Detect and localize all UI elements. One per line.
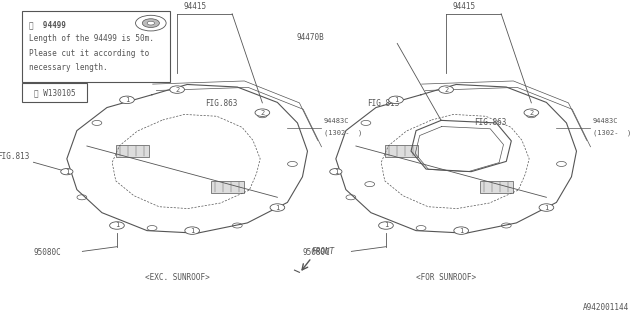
Text: FIG.813: FIG.813 — [0, 152, 29, 161]
FancyBboxPatch shape — [480, 181, 513, 193]
Circle shape — [255, 109, 269, 116]
Circle shape — [361, 120, 371, 125]
Circle shape — [61, 169, 73, 175]
FancyBboxPatch shape — [22, 11, 170, 82]
Circle shape — [527, 113, 536, 118]
FancyBboxPatch shape — [211, 181, 244, 193]
Text: 1: 1 — [544, 204, 548, 211]
FancyBboxPatch shape — [385, 145, 417, 157]
Circle shape — [539, 204, 554, 211]
Text: 2: 2 — [260, 110, 264, 116]
Circle shape — [172, 87, 182, 92]
Text: 1: 1 — [190, 228, 195, 234]
Text: 94483C: 94483C — [593, 118, 618, 124]
FancyBboxPatch shape — [115, 145, 148, 157]
Circle shape — [257, 113, 268, 118]
Text: ② W130105: ② W130105 — [34, 88, 76, 97]
Text: 94415: 94415 — [184, 2, 207, 11]
Text: 2: 2 — [529, 110, 534, 116]
Circle shape — [388, 96, 403, 104]
Text: <FOR SUNROOF>: <FOR SUNROOF> — [416, 273, 476, 282]
Text: 1: 1 — [65, 169, 69, 175]
Circle shape — [232, 223, 242, 228]
Text: FIG.863: FIG.863 — [474, 118, 506, 127]
Circle shape — [77, 195, 87, 200]
Text: (1302-  ): (1302- ) — [593, 130, 631, 136]
Text: 1: 1 — [125, 97, 129, 103]
Circle shape — [501, 223, 511, 228]
Text: FRONT: FRONT — [312, 247, 335, 256]
Text: FIG.813: FIG.813 — [367, 99, 399, 108]
Circle shape — [524, 109, 539, 116]
Text: 1: 1 — [394, 97, 398, 103]
FancyBboxPatch shape — [22, 83, 87, 102]
Text: 95080C: 95080C — [303, 247, 330, 257]
Circle shape — [346, 195, 356, 200]
Text: (1302-  ): (1302- ) — [324, 130, 362, 136]
Circle shape — [147, 21, 154, 25]
Circle shape — [416, 226, 426, 230]
Circle shape — [170, 86, 184, 93]
Text: 94483C: 94483C — [324, 118, 349, 124]
Circle shape — [0, 182, 2, 187]
Circle shape — [379, 222, 394, 229]
Text: 1: 1 — [459, 228, 463, 234]
Text: A942001144: A942001144 — [583, 303, 630, 312]
Circle shape — [441, 87, 451, 92]
Circle shape — [454, 227, 468, 234]
Text: Please cut it according to: Please cut it according to — [29, 49, 149, 58]
Circle shape — [120, 96, 134, 104]
Circle shape — [557, 162, 566, 166]
Circle shape — [142, 19, 159, 28]
Circle shape — [439, 86, 454, 93]
Text: 94470B: 94470B — [296, 33, 324, 42]
Text: 94415: 94415 — [453, 2, 476, 11]
Text: 1: 1 — [275, 204, 280, 211]
Text: Length of the 94499 is 50m.: Length of the 94499 is 50m. — [29, 34, 154, 44]
Circle shape — [270, 204, 285, 211]
Text: <EXC. SUNROOF>: <EXC. SUNROOF> — [145, 273, 209, 282]
Circle shape — [287, 162, 298, 166]
Text: 2: 2 — [444, 87, 448, 92]
Text: 2: 2 — [175, 87, 179, 92]
Circle shape — [147, 226, 157, 230]
Circle shape — [365, 182, 374, 187]
Circle shape — [109, 222, 124, 229]
Circle shape — [330, 169, 342, 175]
Text: FIG.863: FIG.863 — [205, 99, 237, 108]
Text: 95080C: 95080C — [33, 247, 61, 257]
Text: 1: 1 — [384, 222, 388, 228]
Text: 1: 1 — [333, 169, 338, 175]
Text: ①  94499: ① 94499 — [29, 20, 66, 29]
Text: 1: 1 — [115, 222, 119, 228]
Circle shape — [92, 120, 102, 125]
Text: necessary length.: necessary length. — [29, 63, 108, 72]
Circle shape — [185, 227, 200, 234]
Circle shape — [136, 15, 166, 31]
